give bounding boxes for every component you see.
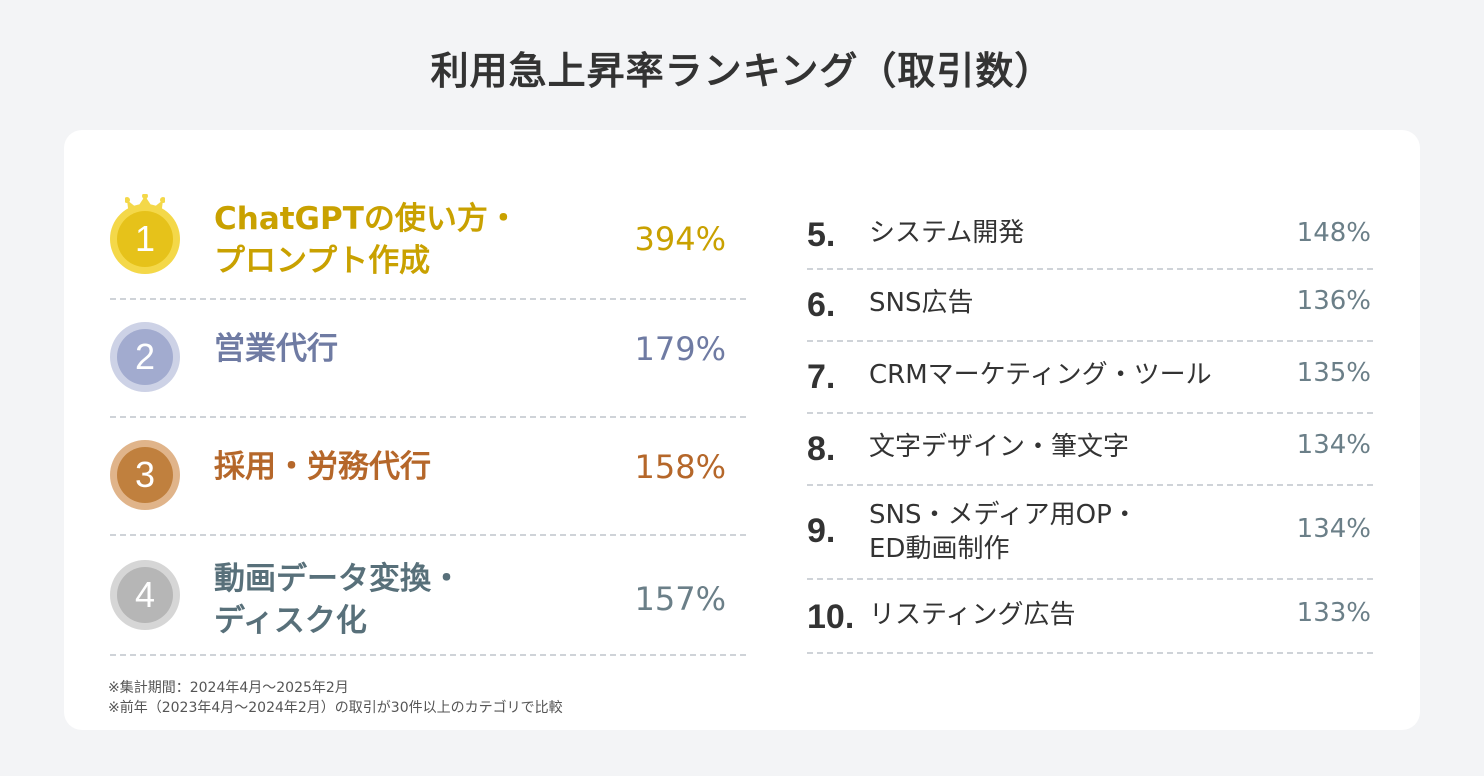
gray-medal-icon: 4 xyxy=(110,560,180,630)
ranking-item-4: 4 動画データ変換・ ディスク化 157% xyxy=(110,534,746,656)
rank-number: 2 xyxy=(134,336,156,377)
silver-medal-icon: 2 xyxy=(110,322,180,392)
ranking-card: 1 ChatGPTの使い方・ プロンプト作成 394% 2 営業代行 179% … xyxy=(64,130,1420,730)
ranking-item-6: 6. SNS広告 136% xyxy=(807,270,1373,342)
category-name: 動画データ変換・ ディスク化 xyxy=(214,561,462,639)
growth-rate: 135% xyxy=(1296,358,1371,388)
growth-rate: 133% xyxy=(1296,598,1371,628)
footnote-period: ※集計期間：2024年4月〜2025年2月 xyxy=(108,680,349,696)
category-name: リスティング広告 xyxy=(869,600,1076,630)
category-name: システム開発 xyxy=(869,218,1025,248)
rank-number: 10. xyxy=(807,598,855,636)
growth-rate: 179% xyxy=(634,330,726,368)
category-name: 文字デザイン・筆文字 xyxy=(869,432,1130,462)
category-name: CRMマーケティング・ツール xyxy=(869,360,1212,390)
bronze-medal-icon: 3 xyxy=(110,440,180,510)
ranking-item-9: 9. SNS・メディア用OP・ ED動画制作 134% xyxy=(807,486,1373,580)
growth-rate: 148% xyxy=(1296,218,1371,248)
crown-icon xyxy=(125,194,165,216)
rank-number: 1 xyxy=(134,218,156,259)
category-name: SNS・メディア用OP・ ED動画制作 xyxy=(869,500,1138,564)
category-name: 営業代行 xyxy=(214,331,338,367)
page-title: 利用急上昇率ランキング（取引数） xyxy=(430,49,1054,93)
rank-number: 6. xyxy=(807,286,836,324)
ranking-item-10: 10. リスティング広告 133% xyxy=(807,580,1373,654)
growth-rate: 134% xyxy=(1296,514,1371,544)
rank-number: 7. xyxy=(807,358,836,396)
ranking-item-8: 8. 文字デザイン・筆文字 134% xyxy=(807,414,1373,486)
ranking-item-7: 7. CRMマーケティング・ツール 135% xyxy=(807,342,1373,414)
footnote-condition: ※前年（2023年4月〜2024年2月）の取引が30件以上のカテゴリで比較 xyxy=(108,700,563,716)
rank-number: 3 xyxy=(134,454,156,495)
gold-medal-icon: 1 xyxy=(110,194,180,274)
category-name: 採用・労務代行 xyxy=(214,449,431,485)
ranking-item-3: 3 採用・労務代行 158% xyxy=(110,416,746,536)
ranking-item-2: 2 営業代行 179% xyxy=(110,298,746,418)
growth-rate: 158% xyxy=(634,448,726,486)
rank-number: 4 xyxy=(134,574,156,615)
category-name: ChatGPTの使い方・ プロンプト作成 xyxy=(214,201,519,279)
rank-number: 9. xyxy=(807,512,836,550)
ranking-item-1: 1 ChatGPTの使い方・ プロンプト作成 394% xyxy=(110,188,746,300)
rank-number: 5. xyxy=(807,216,836,254)
growth-rate: 134% xyxy=(1296,430,1371,460)
growth-rate: 136% xyxy=(1296,286,1371,316)
rank-number: 8. xyxy=(807,430,836,468)
growth-rate: 394% xyxy=(634,220,726,258)
category-name: SNS広告 xyxy=(869,288,974,318)
growth-rate: 157% xyxy=(634,580,726,618)
ranking-item-5: 5. システム開発 148% xyxy=(807,202,1373,270)
